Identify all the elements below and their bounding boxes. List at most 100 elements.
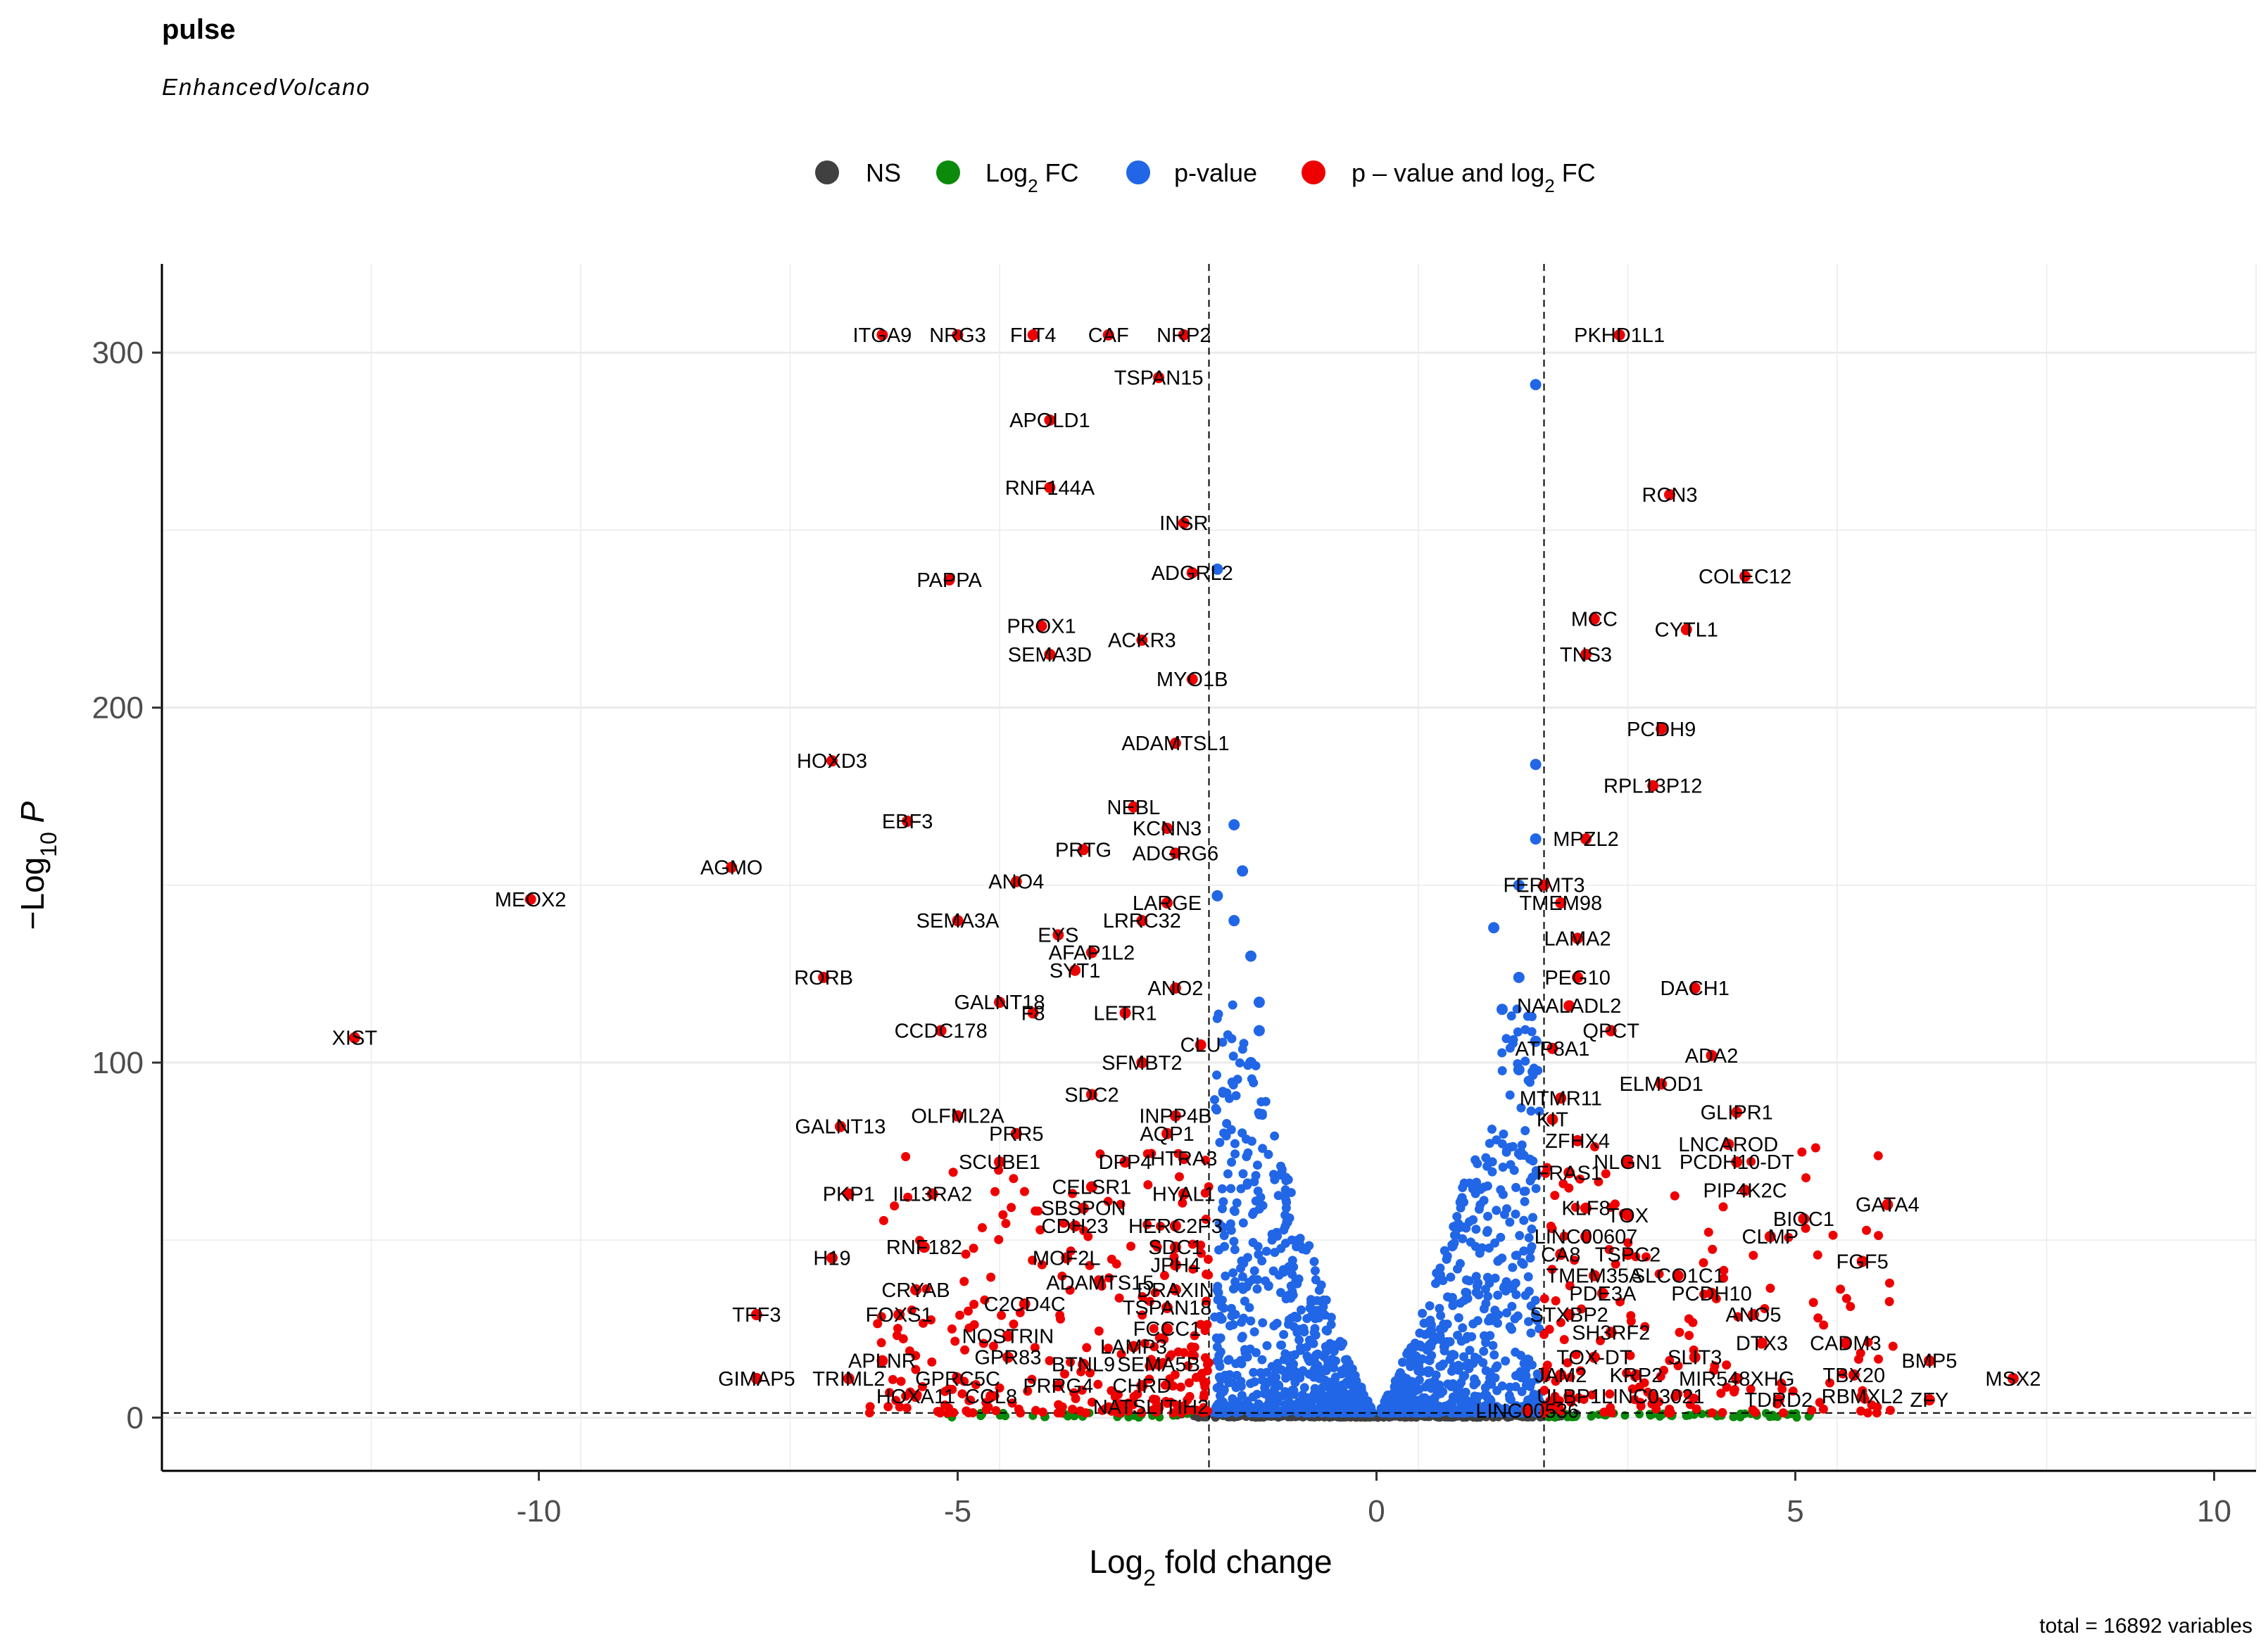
sig-point — [1807, 1405, 1817, 1415]
pvalue-point — [1290, 1311, 1299, 1321]
data-point — [1136, 1379, 1148, 1391]
pvalue-point — [1463, 1358, 1473, 1368]
pvalue-point — [1249, 1327, 1259, 1336]
axes — [160, 264, 2256, 1472]
data-point — [1546, 1042, 1558, 1054]
sig-point — [1730, 1387, 1739, 1397]
pvalue-point-cloud — [1209, 1000, 1544, 1418]
sig-point — [876, 1312, 886, 1322]
data-point — [1839, 1337, 1851, 1349]
pvalue-point — [1219, 1128, 1229, 1138]
legend-label-log2fc: Log2 FC — [985, 158, 1079, 196]
gene-label: SYT1 — [1050, 960, 1101, 982]
sig-point — [1570, 1255, 1580, 1265]
pvalue-point — [1261, 1401, 1271, 1411]
pvalue-point — [1487, 1315, 1497, 1325]
gene-label: ADAMTS15 — [1046, 1272, 1154, 1295]
data-point — [1061, 1252, 1073, 1264]
pvalue-point — [1483, 1291, 1493, 1301]
data-point — [1169, 1110, 1181, 1122]
sig-point — [1183, 1361, 1193, 1371]
fc-point — [1765, 1412, 1775, 1422]
pvalue-point — [1463, 1293, 1473, 1303]
pvalue-point — [1496, 1185, 1506, 1195]
data-point — [726, 861, 738, 873]
pvalue-point — [1527, 1172, 1537, 1182]
data-point — [843, 1372, 855, 1384]
pvalue-point — [1470, 1155, 1480, 1165]
pvalue-point — [1236, 1377, 1246, 1386]
data-point — [1128, 801, 1140, 813]
pvalue-point — [1290, 1350, 1299, 1360]
pvalue-point — [1231, 1408, 1241, 1418]
data-point — [524, 893, 536, 905]
fc-point — [976, 1412, 985, 1421]
data-point — [1706, 1049, 1718, 1061]
gene-label: TMEM35A — [1546, 1265, 1643, 1288]
pvalue-point — [1248, 1392, 1258, 1402]
pvalue-point — [1526, 1394, 1536, 1404]
pvalue-point — [1481, 1366, 1491, 1376]
data-point — [1563, 1309, 1575, 1321]
sig-point — [893, 1324, 903, 1334]
sig-point — [1874, 1354, 1884, 1364]
gene-label: COLEC12 — [1699, 566, 1791, 588]
sig-point — [1777, 1378, 1787, 1388]
sig-point — [1631, 1252, 1641, 1262]
sig-point — [1142, 1220, 1152, 1229]
pvalue-point — [1254, 1404, 1264, 1414]
pvalue-point — [1415, 1328, 1425, 1338]
pvalue-point — [1520, 1187, 1530, 1196]
pvalue-point — [1471, 1272, 1481, 1282]
sig-point — [994, 1165, 1004, 1175]
data-point — [1555, 897, 1567, 909]
pvalue-point — [1241, 1134, 1251, 1144]
pvalue-point — [1237, 1317, 1247, 1327]
sig-point — [1015, 1308, 1025, 1317]
data-point — [1119, 1401, 1131, 1413]
sig-point — [1082, 1343, 1092, 1353]
sig-point — [1145, 1374, 1154, 1384]
pvalue-point — [1496, 1232, 1506, 1242]
gene-label: PKHD1L1 — [1574, 324, 1665, 347]
gene-label: CLMP — [1742, 1226, 1799, 1248]
sig-point — [1027, 1374, 1037, 1384]
sig-point — [1654, 1269, 1664, 1279]
sig-point — [1574, 1393, 1584, 1403]
gene-label: NRG3 — [929, 324, 986, 347]
sig-point — [1539, 1293, 1549, 1303]
sig-point — [1057, 1271, 1067, 1281]
data-point — [1923, 1355, 1935, 1367]
sig-point — [1539, 1386, 1549, 1396]
pvalue-point — [1230, 1245, 1240, 1255]
x-tick-label: -10 — [517, 1494, 562, 1529]
pvalue-point — [1447, 1398, 1456, 1408]
pvalue-point — [1492, 1361, 1502, 1371]
gene-label: CCL8 — [965, 1386, 1017, 1408]
gene-label: PCDH10 — [1671, 1283, 1751, 1305]
data-point — [1513, 971, 1525, 983]
gene-label: ADGRL2 — [1152, 562, 1233, 585]
pvalue-point — [1332, 1389, 1342, 1399]
sig-point — [1563, 1358, 1573, 1367]
gene-label: GPRC5C — [915, 1368, 1000, 1391]
sig-point — [1133, 1389, 1142, 1399]
pvalue-point — [1511, 1182, 1521, 1192]
sig-point — [1564, 1183, 1574, 1193]
sig-point — [1076, 1406, 1085, 1416]
sig-point — [1841, 1293, 1851, 1303]
pvalue-point — [1497, 1066, 1507, 1076]
pvalue-point — [1236, 1263, 1246, 1273]
data-point — [1010, 875, 1022, 887]
gene-label: SH3RF2 — [1572, 1322, 1650, 1344]
gene-label: RCN3 — [1642, 484, 1698, 507]
sig-point — [1001, 1219, 1011, 1229]
pvalue-point — [1505, 1217, 1515, 1227]
sig-point — [1733, 1312, 1743, 1322]
pvalue-point — [1525, 1077, 1535, 1087]
x-tick-label: 10 — [2197, 1494, 2231, 1529]
sig-point — [1539, 1329, 1549, 1339]
gene-label: ATP8A1 — [1515, 1038, 1589, 1061]
sig-point — [1087, 1397, 1097, 1407]
